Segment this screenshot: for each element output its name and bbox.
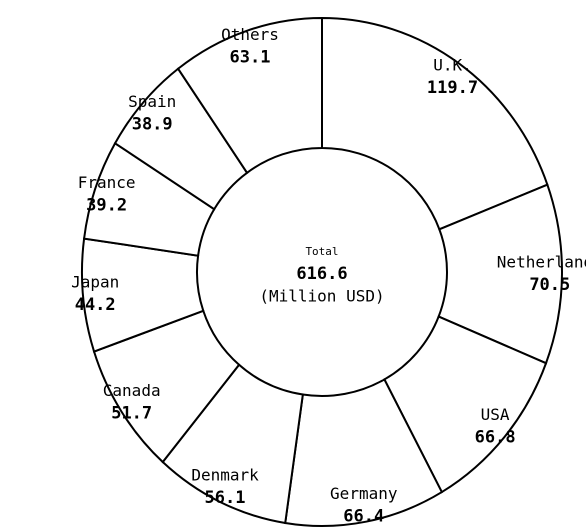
slice-label: Others	[221, 25, 279, 44]
value-label: 66.4	[343, 507, 384, 527]
center-total: 616.6	[296, 264, 347, 284]
value-label: 38.9	[132, 115, 173, 135]
slice-label: Denmark	[191, 465, 259, 484]
value-label: 119.7	[427, 78, 478, 98]
slice-label: Japan	[71, 273, 119, 292]
slice-label: Spain	[128, 92, 176, 111]
value-label: 51.7	[111, 404, 152, 424]
value-label: 39.2	[86, 196, 127, 216]
value-label: 66.8	[475, 427, 516, 447]
slice-label: USA	[481, 405, 510, 424]
slice-label: U.K.	[433, 56, 472, 75]
value-label: 63.1	[230, 48, 271, 68]
slice	[176, 16, 323, 175]
value-label: 70.5	[529, 275, 570, 295]
slice-label: Netherlands	[497, 252, 586, 271]
value-label: 44.2	[75, 295, 116, 315]
center-unit: (Million USD)	[259, 287, 384, 306]
slice	[321, 16, 549, 231]
slice-label: Germany	[330, 484, 398, 503]
value-label: 56.1	[205, 488, 246, 508]
slice-label: France	[78, 173, 136, 192]
center-title: Total	[305, 245, 338, 258]
slice-label: Canada	[103, 381, 161, 400]
